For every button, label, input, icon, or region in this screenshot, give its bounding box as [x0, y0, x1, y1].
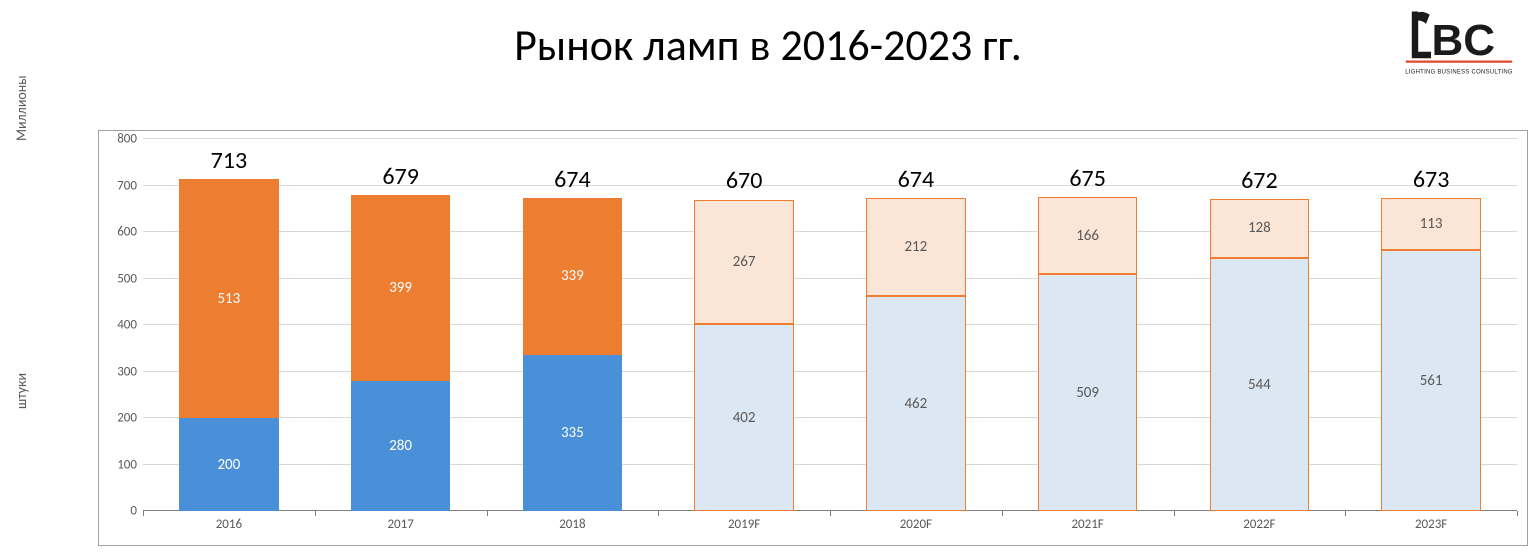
lbc-logo-icon: BC LIGHTING BUSINESS CONSULTING: [1404, 6, 1514, 82]
y-tick-label: 0: [130, 504, 143, 519]
y-tick-label: 300: [117, 364, 143, 379]
grid-line: [143, 185, 1517, 186]
segment-value-label: 399: [389, 279, 412, 297]
x-tick-label: 2020F: [900, 517, 932, 532]
segment-value-label: 462: [904, 395, 927, 413]
grid-line: [143, 417, 1517, 418]
bar-group: 335339674: [523, 198, 623, 511]
y-axis-title-top: Миллионы: [13, 75, 30, 141]
bar-group: 561113673: [1381, 198, 1481, 511]
bar-segment-top: 128: [1210, 199, 1310, 259]
bar-segment-top: 399: [351, 195, 451, 381]
slide: Рынок ламп в 2016-2023 гг. BC LIGHTING B…: [0, 0, 1536, 555]
svg-text:BC: BC: [1432, 16, 1496, 65]
bar-group: 544128672: [1210, 199, 1310, 511]
svg-text:LIGHTING BUSINESS CONSULTING: LIGHTING BUSINESS CONSULTING: [1405, 69, 1513, 75]
bar-group: 280399679: [351, 195, 451, 511]
bar-total-label: 679: [382, 162, 419, 191]
bar-segment-bottom: 200: [179, 418, 279, 511]
segment-value-label: 402: [733, 409, 756, 427]
x-tick-label: 2017: [387, 517, 413, 532]
bar-group: 462212674: [866, 198, 966, 511]
segment-value-label: 339: [561, 267, 584, 285]
x-tick-label: 2016: [216, 517, 242, 532]
y-tick-label: 100: [117, 457, 143, 472]
y-tick-label: 700: [117, 178, 143, 193]
bar-segment-bottom: 544: [1210, 258, 1310, 511]
bar-total-label: 674: [898, 165, 935, 194]
y-tick-label: 200: [117, 411, 143, 426]
grid-line: [143, 324, 1517, 325]
bar-total-label: 672: [1241, 166, 1278, 195]
grid-line: [143, 231, 1517, 232]
segment-value-label: 561: [1420, 372, 1443, 390]
x-tick-label: 2018: [559, 517, 585, 532]
bar-group: 402267670: [694, 199, 794, 511]
bar-segment-top: 212: [866, 198, 966, 297]
bar-segment-bottom: 509: [1038, 274, 1138, 511]
segment-value-label: 212: [904, 238, 927, 256]
bar-total-label: 673: [1413, 165, 1450, 194]
bar-total-label: 713: [211, 146, 248, 175]
x-tick-mark: [315, 511, 316, 516]
y-tick-label: 400: [117, 318, 143, 333]
x-tick-mark: [1517, 511, 1518, 516]
x-tick-mark: [830, 511, 831, 516]
y-tick-label: 500: [117, 271, 143, 286]
grid-line: [143, 278, 1517, 279]
bar-segment-bottom: 462: [866, 296, 966, 511]
bar-segment-top: 113: [1381, 198, 1481, 251]
bar-group: 509166675: [1038, 197, 1138, 511]
bar-segment-bottom: 402: [694, 324, 794, 511]
bar-group: 200513713: [179, 179, 279, 511]
bar-segment-top: 166: [1038, 197, 1138, 274]
x-tick-label: 2023F: [1415, 517, 1447, 532]
bar-segment-top: 267: [694, 200, 794, 324]
y-tick-label: 800: [117, 132, 143, 147]
grid-line: [143, 371, 1517, 372]
bar-total-label: 670: [726, 166, 763, 195]
x-tick-mark: [1174, 511, 1175, 516]
x-tick-mark: [1002, 511, 1003, 516]
segment-value-label: 200: [217, 456, 240, 474]
segment-value-label: 544: [1248, 376, 1271, 394]
segment-value-label: 280: [389, 437, 412, 455]
grid-line: [143, 138, 1517, 139]
segment-value-label: 128: [1248, 219, 1271, 237]
segment-value-label: 166: [1076, 227, 1099, 245]
grid-line: [143, 464, 1517, 465]
chart-container: Миллионы штуки 0100200300400500600700800…: [98, 130, 1528, 546]
x-tick-mark: [658, 511, 659, 516]
bar-segment-top: 339: [523, 198, 623, 356]
x-tick-label: 2019F: [728, 517, 760, 532]
x-tick-mark: [143, 511, 144, 516]
bar-segment-bottom: 280: [351, 381, 451, 511]
bar-segment-bottom: 335: [523, 355, 623, 511]
slide-title: Рынок ламп в 2016-2023 гг.: [0, 18, 1536, 72]
segment-value-label: 335: [561, 424, 584, 442]
brand-logo: BC LIGHTING BUSINESS CONSULTING: [1404, 6, 1514, 82]
x-tick-mark: [487, 511, 488, 516]
segment-value-label: 513: [217, 290, 240, 308]
bar-total-label: 675: [1069, 164, 1106, 193]
plot-area: 0100200300400500600700800200513713201628…: [143, 139, 1517, 511]
y-tick-label: 600: [117, 225, 143, 240]
bar-segment-bottom: 561: [1381, 250, 1481, 511]
segment-value-label: 113: [1420, 215, 1443, 233]
y-axis-title-bottom: штуки: [13, 373, 30, 409]
segment-value-label: 509: [1076, 384, 1099, 402]
bar-total-label: 674: [554, 165, 591, 194]
bar-segment-top: 513: [179, 179, 279, 418]
x-tick-label: 2022F: [1243, 517, 1275, 532]
segment-value-label: 267: [733, 253, 756, 271]
x-tick-mark: [1345, 511, 1346, 516]
x-tick-label: 2021F: [1071, 517, 1103, 532]
